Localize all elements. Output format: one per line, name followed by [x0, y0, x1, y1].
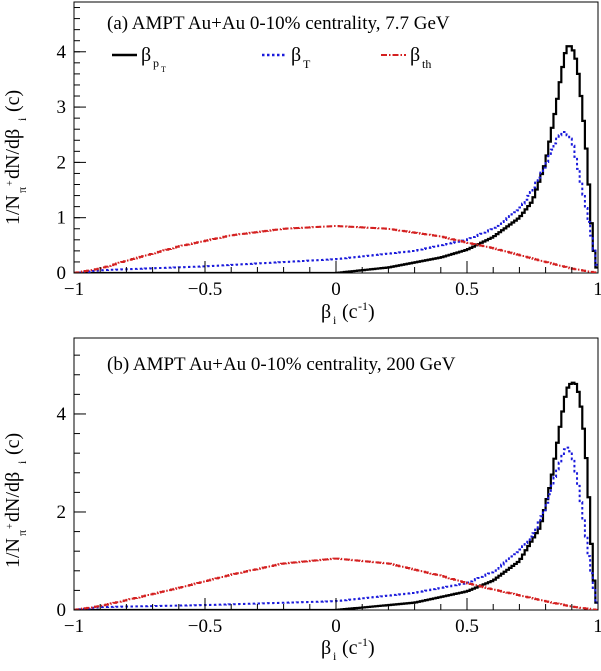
y-tick-label: 2: [57, 502, 67, 523]
svg-text:(c): (c): [2, 90, 24, 112]
legend-sub-bt: T: [303, 57, 311, 71]
svg-text:β: β: [321, 301, 331, 323]
legend-label-bt: β: [291, 44, 301, 66]
x-tick-label: −1: [64, 616, 84, 637]
svg-text:i: i: [333, 313, 337, 327]
legend-sub-bth: th: [422, 57, 431, 71]
svg-text:): ): [368, 637, 375, 659]
svg-text:+: +: [5, 523, 16, 529]
svg-text:i: i: [15, 117, 29, 121]
y-tick-label: 0: [57, 600, 67, 621]
svg-text:i: i: [333, 649, 337, 663]
svg-text:1/N: 1/N: [2, 195, 24, 225]
svg-text:-1: -1: [358, 299, 368, 313]
chart-title: (a) AMPT Au+Au 0-10% centrality, 7.7 GeV: [107, 13, 450, 34]
x-tick-label: 0.5: [455, 279, 479, 300]
series-line-beta-th: [74, 225, 598, 273]
x-tick-label: −1: [64, 279, 84, 300]
y-tick-label: 3: [57, 97, 67, 118]
svg-text:-1: -1: [358, 635, 368, 649]
x-tick-label: 0: [331, 616, 341, 637]
x-tick-label: 1: [593, 616, 601, 637]
chart-title: (b) AMPT Au+Au 0-10% centrality, 200 GeV: [107, 354, 456, 375]
svg-text:(c: (c: [342, 301, 358, 323]
x-tick-label: 0.5: [455, 616, 479, 637]
svg-text:(c): (c): [2, 433, 24, 455]
y-tick-label: 4: [57, 42, 67, 63]
y-tick-label: 4: [57, 404, 67, 425]
svg-text:dN/dβ: dN/dβ: [2, 472, 24, 522]
x-tick-label: −0.5: [188, 616, 222, 637]
svg-text:1/N: 1/N: [2, 538, 24, 568]
x-tick-label: 0: [331, 279, 341, 300]
svg-text:β: β: [321, 637, 331, 659]
series-line-beta-t: [74, 446, 598, 610]
svg-text:π: π: [15, 530, 29, 536]
x-axis-title: β i (c -1 ): [321, 299, 375, 327]
y-axis-title: 1/N π + dN/dβ i (c): [2, 90, 29, 225]
series-line-beta-pt: [74, 45, 598, 273]
svg-text:i: i: [15, 460, 29, 464]
svg-text:π: π: [15, 187, 29, 193]
plot-frame: [73, 1, 599, 274]
y-axis-title: 1/N π + dN/dβ i (c): [2, 433, 29, 568]
legend-label-bth: β: [410, 44, 420, 66]
x-axis-title: β i (c -1 ): [321, 635, 375, 663]
legend: β p T β T β th: [112, 44, 431, 74]
legend-label-bpt: β: [141, 44, 151, 66]
panel-a: (a) AMPT Au+Au 0-10% centrality, 7.7 GeV…: [2, 1, 601, 327]
x-tick-label: −0.5: [188, 279, 222, 300]
series-line-beta-t: [74, 130, 598, 273]
svg-text:+: +: [5, 180, 16, 186]
panel-b: (b) AMPT Au+Au 0-10% centrality, 200 GeV…: [2, 337, 601, 663]
legend-sub-bpt: p: [153, 56, 159, 70]
svg-text:dN/dβ: dN/dβ: [2, 129, 24, 179]
svg-text:): ): [368, 301, 375, 323]
plot-frame: [73, 337, 599, 611]
y-tick-label: 1: [57, 208, 67, 229]
x-tick-label: 1: [593, 279, 601, 300]
y-tick-label: 0: [57, 263, 67, 284]
svg-text:(c: (c: [342, 637, 358, 659]
y-tick-label: 2: [57, 152, 67, 173]
legend-subsub-bpt: T: [161, 65, 166, 74]
series-line-beta-th: [74, 557, 598, 610]
series-line-beta-pt: [74, 381, 598, 610]
